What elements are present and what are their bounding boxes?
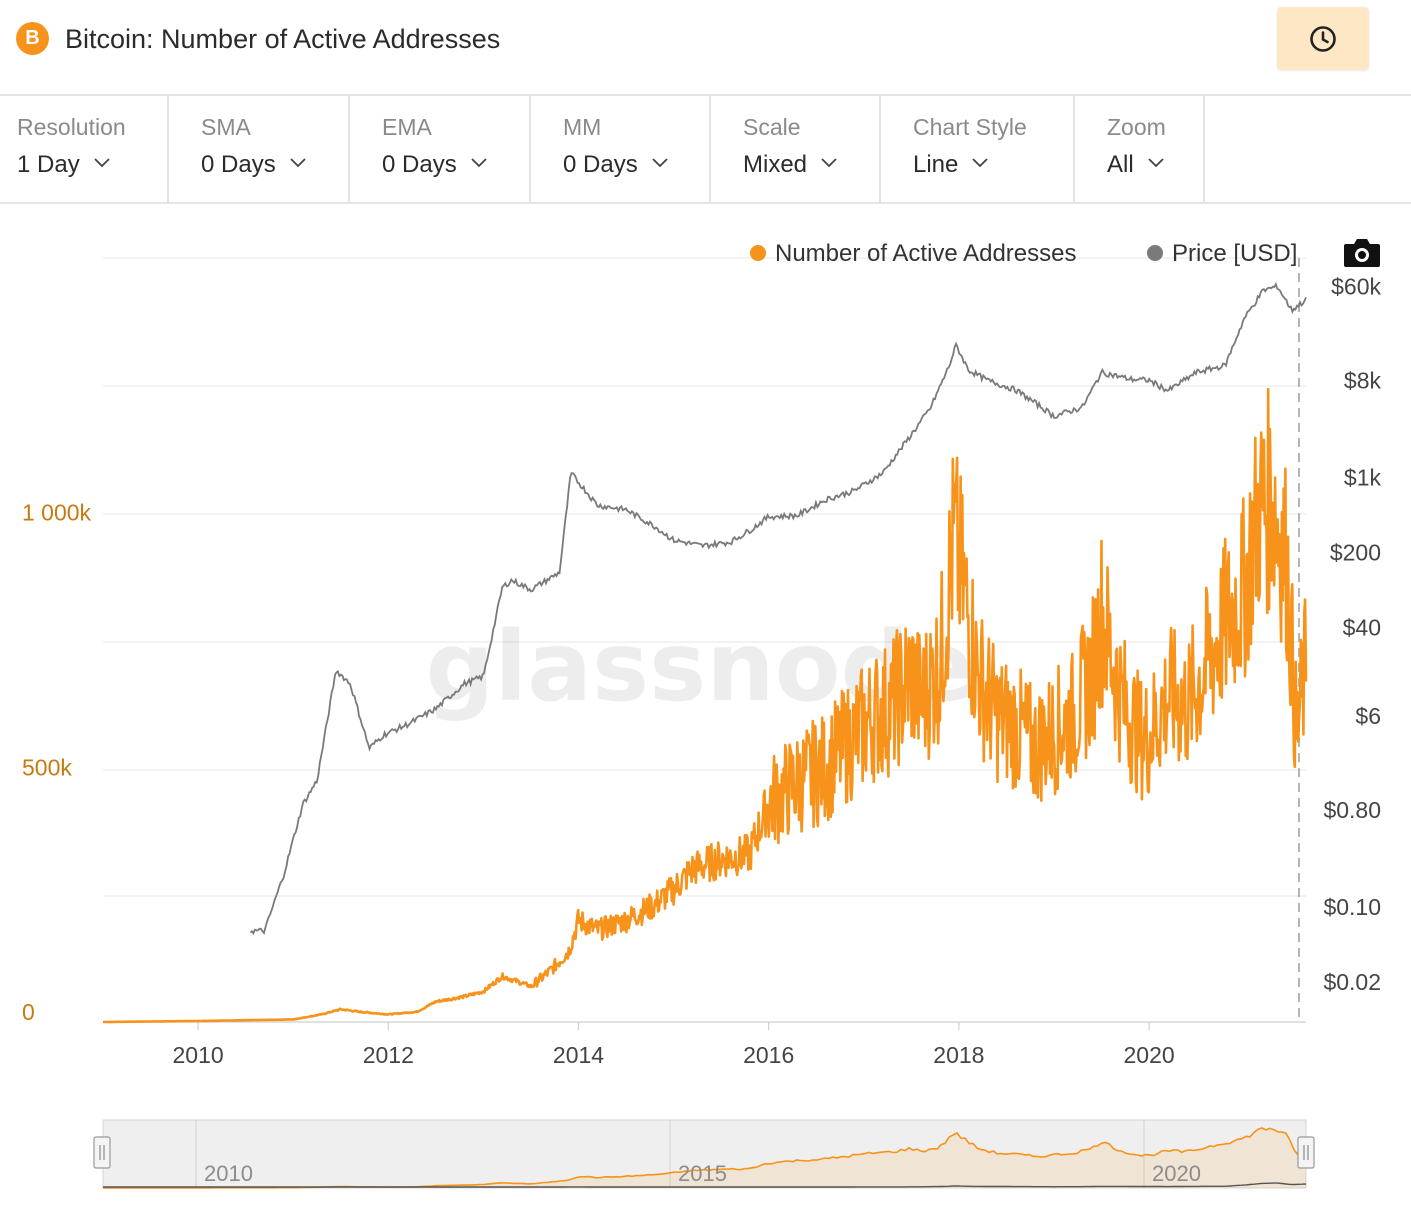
right-tick-label: $40 [1343,614,1381,640]
right-tick-label: $200 [1330,539,1381,565]
right-tick-label: $1k [1344,464,1382,490]
mm-dropdown[interactable]: MM 0 Days [529,96,711,202]
zoom-value: All [1107,151,1134,178]
chevron-down-icon [471,158,487,168]
scale-value: Mixed [743,151,808,178]
active-addresses-series-line [102,387,1308,1024]
sma-value: 0 Days [201,151,276,178]
right-tick-label: $0.02 [1323,969,1381,995]
left-axis: 0 500k 1 000k [22,500,92,1025]
x-tick-label: 2020 [1124,1042,1175,1068]
sma-label: SMA [201,114,251,140]
legend-active-addresses[interactable]: Number of Active Addresses [775,240,1076,267]
left-tick-label: 500k [22,754,72,780]
chart-style-value: Line [913,151,959,178]
sma-dropdown[interactable]: SMA 0 Days [167,96,350,202]
legend-marker-active-addresses [750,245,766,261]
x-tick-label: 2018 [933,1042,984,1068]
navigator-label-2010: 2010 [204,1161,253,1186]
ema-dropdown[interactable]: EMA 0 Days [348,96,531,202]
resolution-dropdown[interactable]: Resolution 1 Day [0,96,169,202]
mm-value: 0 Days [563,151,638,178]
chevron-down-icon [821,158,837,168]
zoom-label: Zoom [1107,114,1166,140]
zoom-dropdown[interactable]: Zoom All [1073,96,1205,202]
clock-icon [1310,26,1336,52]
resolution-label: Resolution [17,114,126,140]
navigator-price-line [103,1182,1307,1188]
mm-label: MM [563,114,602,140]
camera-icon [1344,239,1380,267]
right-tick-label: $0.80 [1323,797,1381,823]
bitcoin-icon: B [16,22,49,55]
chevron-down-icon [1148,158,1164,168]
ema-label: EMA [382,114,432,140]
navigator-handle-left[interactable] [93,1136,111,1169]
chart-style-label: Chart Style [913,114,1027,140]
chevron-down-icon [652,158,668,168]
page-title: Bitcoin: Number of Active Addresses [65,24,501,54]
right-axis: $0.02 $0.10 $0.80 $6 $40 $200 $1k $8k $60k [1323,273,1381,995]
chevron-down-icon [94,158,110,168]
navigator-area [103,1128,1306,1188]
camera-button[interactable] [1343,236,1381,268]
left-tick-label: 1 000k [22,500,92,526]
legend: Number of Active Addresses Price [USD] [750,240,1297,267]
range-navigator[interactable]: 2010 2015 2020 [0,1110,1411,1205]
chart-style-dropdown[interactable]: Chart Style Line [879,96,1075,202]
scale-dropdown[interactable]: Scale Mixed [709,96,881,202]
right-tick-label: $60k [1331,273,1381,299]
scale-label: Scale [743,114,801,140]
x-tick-label: 2012 [363,1042,414,1068]
history-button[interactable] [1277,7,1369,70]
ema-value: 0 Days [382,151,457,178]
left-tick-label: 0 [22,999,35,1025]
right-tick-label: $8k [1344,367,1382,393]
x-tick-label: 2016 [743,1042,794,1068]
page-header: B Bitcoin: Number of Active Addresses [0,0,1411,96]
x-tick-label: 2010 [173,1042,224,1068]
legend-price[interactable]: Price [USD] [1172,240,1297,267]
x-axis: 2010 2012 2014 2016 2018 2020 [173,1022,1175,1068]
navigator-handle-right[interactable] [1297,1136,1315,1169]
chevron-down-icon [290,158,306,168]
right-tick-label: $6 [1355,703,1381,729]
chevron-down-icon [972,158,989,168]
navigator-label-2015: 2015 [678,1161,727,1186]
chart-controls: Resolution 1 Day SMA 0 Days EMA 0 Days M… [0,96,1411,204]
right-tick-label: $0.10 [1323,894,1381,920]
x-tick-label: 2014 [553,1042,604,1068]
price-series-line [249,281,1307,936]
resolution-value: 1 Day [17,151,80,178]
navigator-label-2020: 2020 [1152,1161,1201,1186]
legend-marker-price [1147,245,1163,261]
